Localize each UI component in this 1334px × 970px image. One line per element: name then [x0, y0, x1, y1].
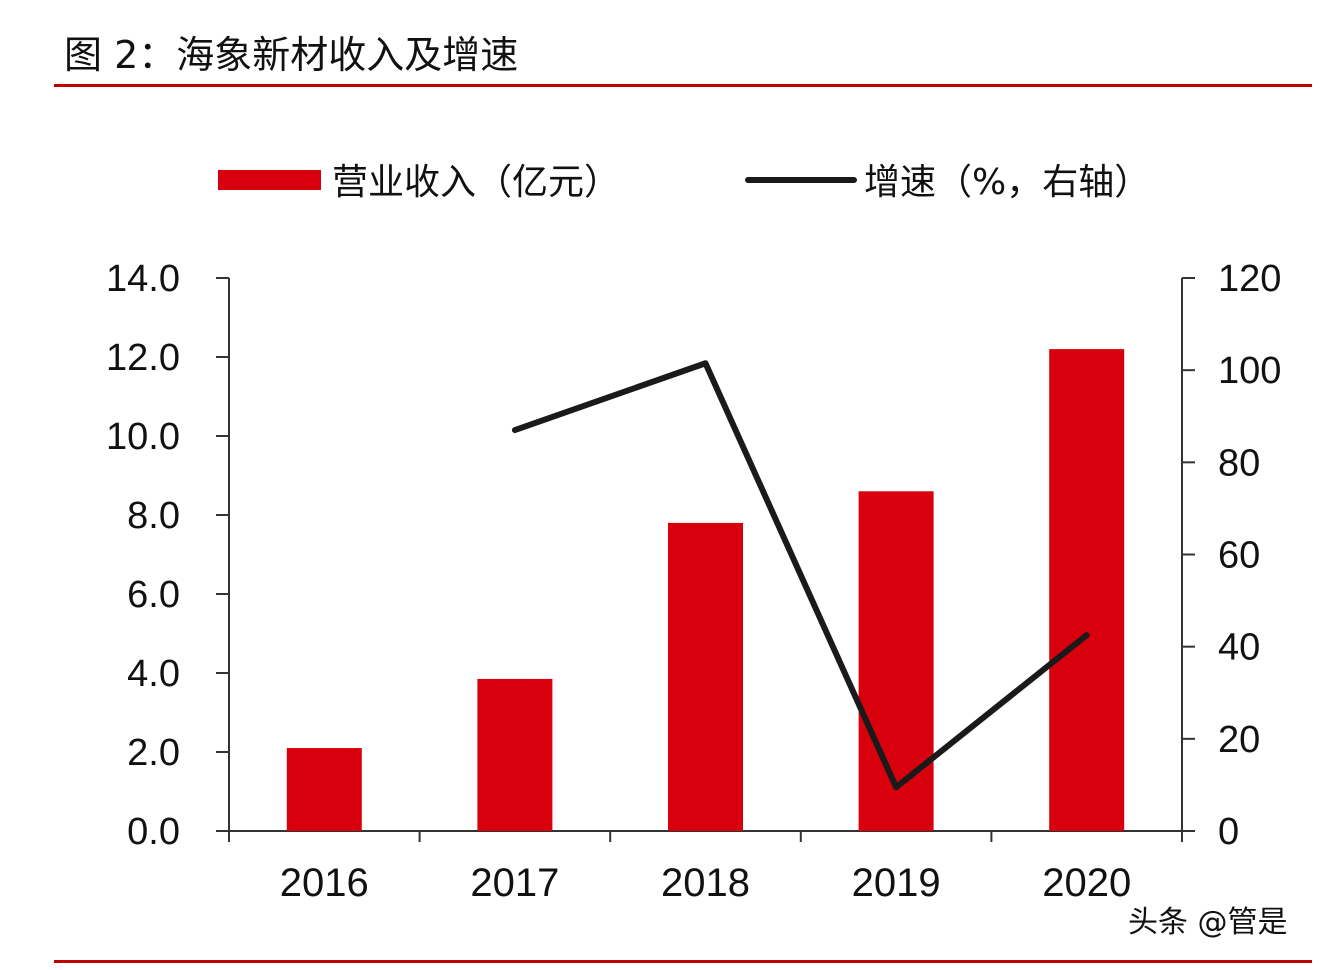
legend-bar-label: 营业收入（亿元） [332, 162, 620, 203]
right-tick-label: 100 [1218, 350, 1281, 392]
x-tick-label: 2020 [1042, 861, 1131, 905]
left-tick-label: 10.0 [106, 416, 180, 458]
bar-2017 [477, 679, 552, 831]
x-tick-label: 2018 [661, 861, 750, 905]
legend: 营业收入（亿元） 增速（%，右轴） [218, 162, 1150, 203]
chart-title: 图 2：海象新材收入及增速 [64, 33, 518, 77]
x-tick-label: 2016 [280, 861, 369, 905]
bar-2016 [287, 748, 362, 831]
left-tick-label: 0.0 [127, 811, 180, 853]
left-tick-label: 6.0 [127, 574, 180, 616]
left-tick-label: 12.0 [106, 337, 180, 379]
left-tick-label: 8.0 [127, 495, 180, 537]
left-tick-label: 4.0 [127, 653, 180, 695]
legend-bar-swatch [218, 170, 321, 190]
growth-line [515, 363, 1087, 787]
watermark: 头条 @管是 [1128, 905, 1288, 940]
right-tick-label: 20 [1218, 719, 1260, 761]
bar-2018 [668, 523, 743, 831]
legend-line-label: 增速（%，右轴） [864, 162, 1150, 203]
right-tick-label: 120 [1218, 258, 1281, 300]
right-tick-label: 80 [1218, 442, 1260, 484]
right-tick-label: 0 [1218, 811, 1239, 853]
title-rule [54, 84, 1312, 87]
bottom-rule [54, 960, 1312, 963]
x-tick-label: 2017 [470, 861, 559, 905]
left-tick-label: 14.0 [106, 258, 180, 300]
left-tick-label: 2.0 [127, 732, 180, 774]
bar-2020 [1049, 349, 1124, 831]
right-tick-label: 60 [1218, 535, 1260, 577]
right-tick-label: 40 [1218, 627, 1260, 669]
x-tick-label: 2019 [852, 861, 941, 905]
